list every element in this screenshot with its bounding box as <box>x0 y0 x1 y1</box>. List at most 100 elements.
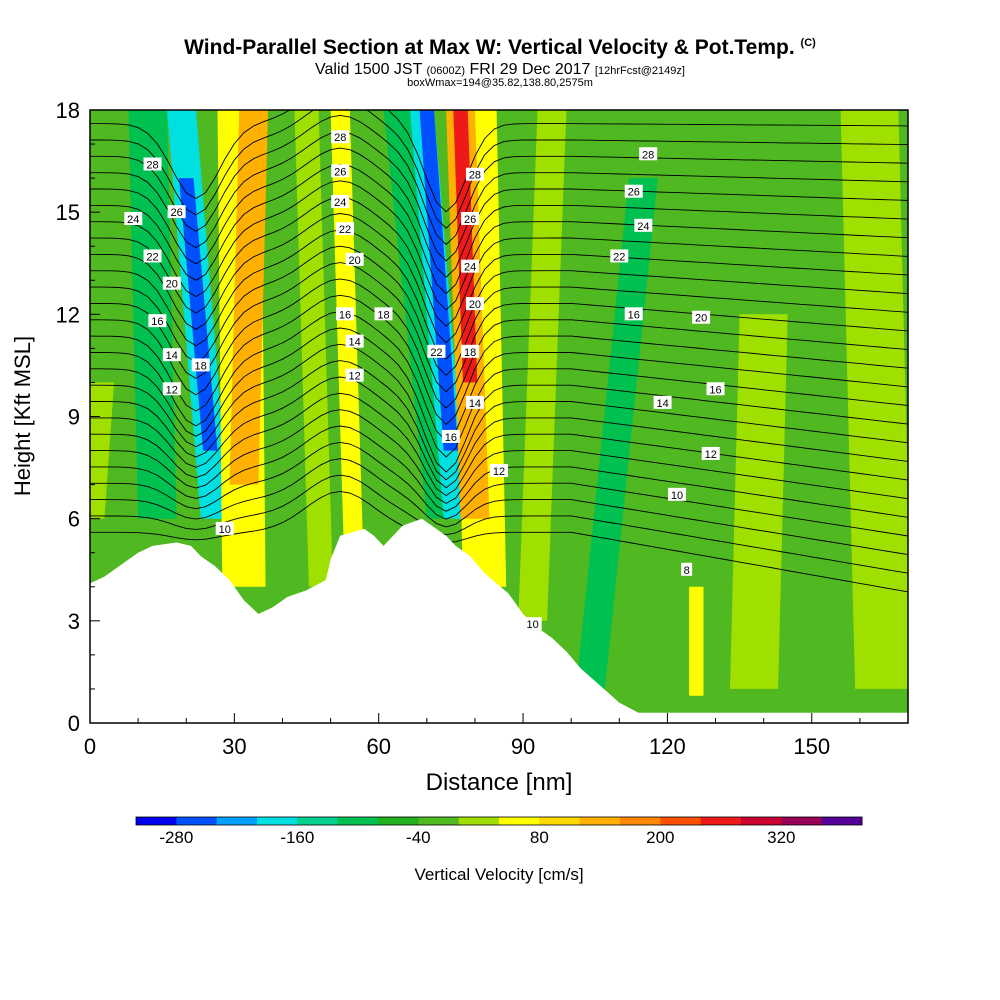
theta-label-20: 20 <box>345 252 364 267</box>
theta-label-28: 28 <box>331 130 350 144</box>
box-info-line: boxWmax=194@35.82,138.80,2575m <box>407 77 593 89</box>
theta-label-box <box>336 222 355 236</box>
theta-label-20: 20 <box>465 297 484 311</box>
y-tick-label: 12 <box>56 302 80 327</box>
theta-contour-19 <box>90 180 908 311</box>
weak-down-band-east <box>576 178 658 689</box>
theta-label-28: 28 <box>465 167 484 182</box>
theta-label-14: 14 <box>653 395 672 410</box>
theta-contour-9 <box>90 343 908 473</box>
y-tick-label: 9 <box>68 405 80 430</box>
theta-label-text: 26 <box>628 187 640 199</box>
theta-label-text: 12 <box>493 466 505 478</box>
theta-label-18: 18 <box>461 344 480 359</box>
theta-label-12: 12 <box>490 463 508 478</box>
theta-label-text: 10 <box>219 524 231 536</box>
theta-label-text: 28 <box>146 159 158 171</box>
theta-contour-13 <box>90 278 908 409</box>
terrain-fill <box>90 518 908 723</box>
theta-label-text: 28 <box>469 170 481 182</box>
theta-label-text: 16 <box>628 309 640 321</box>
theta-label-16: 16 <box>706 382 725 396</box>
colorbar-frame <box>135 816 863 826</box>
theta-label-text: 12 <box>349 371 361 383</box>
x-tick-label: 150 <box>793 734 830 759</box>
terrain-mask <box>90 518 908 723</box>
theta-contour-5 <box>90 409 908 504</box>
colorbar-swatch <box>458 817 500 825</box>
theta-label-text: 14 <box>166 350 178 362</box>
theta-label-text: 18 <box>377 309 389 321</box>
up-cell-surface <box>689 586 704 696</box>
theta-label-box <box>490 463 508 477</box>
theta-label-text: 16 <box>339 309 351 321</box>
x-tick-label: 90 <box>511 734 535 759</box>
theta-label-box <box>701 446 720 460</box>
theta-label-text: 20 <box>349 255 361 267</box>
theta-label-16: 16 <box>624 307 643 321</box>
theta-label-text: 12 <box>166 384 178 396</box>
colorbar-swatch <box>136 817 177 825</box>
theta-label-text: 26 <box>464 214 476 226</box>
colorbar-swatch <box>741 817 782 825</box>
colorbar-label: Vertical Velocity [cm/s] <box>414 865 583 884</box>
colorbar-swatch <box>337 817 379 825</box>
theta-label-22: 22 <box>143 249 162 263</box>
theta-label-box <box>523 617 542 631</box>
theta-label-20: 20 <box>692 310 711 325</box>
theta-label-box <box>191 358 210 372</box>
theta-contour-15 <box>90 245 908 376</box>
theta-contour-20 <box>90 164 908 295</box>
theta-label-box <box>162 382 181 396</box>
valid-fcst: [12hrFcst@2149z] <box>594 65 685 77</box>
theta-label-text: 24 <box>334 197 346 209</box>
theta-contour-18 <box>90 196 908 327</box>
theta-label-box <box>634 218 653 232</box>
x-tick-label: 120 <box>649 734 686 759</box>
colorbar-swatch <box>418 817 460 825</box>
y-tick-label: 15 <box>56 200 80 225</box>
theta-label-14: 14 <box>345 334 364 349</box>
theta-label-box <box>692 310 711 324</box>
theta-contour-22 <box>90 131 908 262</box>
theta-label-12: 12 <box>162 382 181 396</box>
theta-label-14: 14 <box>162 348 181 362</box>
theta-label-text: 14 <box>469 398 481 410</box>
theta-contour-0 <box>90 490 908 593</box>
theta-label-box <box>143 157 162 171</box>
colorbar-tick-label: 200 <box>646 828 674 847</box>
theta-label-24: 24 <box>634 218 653 233</box>
theta-contour-7 <box>90 376 908 489</box>
theta-label-text: 12 <box>705 449 717 461</box>
colorbar-swatch <box>378 817 419 825</box>
theta-label-text: 22 <box>146 251 158 263</box>
weak-up-band-edge <box>840 110 908 689</box>
theta-contour-21 <box>90 147 908 278</box>
theta-contour-17 <box>90 213 908 344</box>
theta-label-text: 10 <box>671 490 683 502</box>
theta-label-text: 16 <box>709 384 721 396</box>
theta-label-box <box>624 307 643 321</box>
theta-label-text: 24 <box>637 221 649 233</box>
theta-label-box <box>148 314 167 328</box>
theta-label-28: 28 <box>143 157 162 171</box>
theta-contour-23 <box>90 114 908 246</box>
theta-contour-2 <box>90 458 908 556</box>
theta-label-12: 12 <box>701 446 720 461</box>
theta-label-text: 16 <box>445 432 457 444</box>
colorbar-tick-label: -160 <box>280 828 314 847</box>
theta-label-26: 26 <box>167 205 186 219</box>
colorbar-swatch <box>176 817 218 825</box>
theta-label-box <box>162 348 181 362</box>
colorbar-swatch <box>539 817 581 825</box>
down-core-west <box>179 178 218 451</box>
theta-label-text: 14 <box>349 337 361 349</box>
theta-label-text: 26 <box>170 207 182 219</box>
theta-contour-1 <box>90 474 908 574</box>
theta-label-box <box>345 334 364 348</box>
theta-label-box <box>331 194 350 208</box>
x-axis-label: Distance [nm] <box>426 769 573 796</box>
theta-label-box <box>124 211 143 225</box>
theta-label-text: 26 <box>334 166 346 178</box>
